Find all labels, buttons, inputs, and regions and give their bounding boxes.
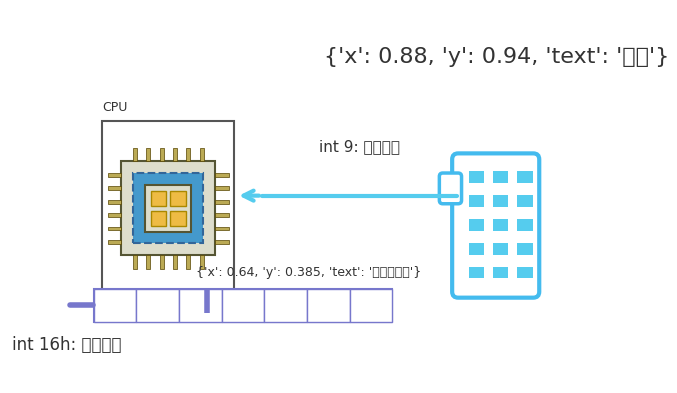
FancyBboxPatch shape (452, 153, 540, 298)
Bar (200, 148, 204, 162)
Bar (133, 255, 137, 269)
Bar (215, 213, 229, 217)
Text: {'x': 0.64, 'y': 0.385, 'text': '键盘缓冲区'}: {'x': 0.64, 'y': 0.385, 'text': '键盘缓冲区'} (196, 266, 421, 279)
Bar (173, 148, 177, 162)
Bar (469, 171, 485, 183)
Bar (494, 243, 508, 255)
Bar (108, 227, 121, 231)
Bar (151, 211, 166, 226)
Bar (517, 243, 533, 255)
Bar (517, 266, 533, 279)
Bar (93, 289, 136, 321)
Bar (133, 173, 203, 243)
Bar (215, 200, 229, 204)
Bar (215, 240, 229, 244)
Bar (136, 289, 179, 321)
Bar (108, 240, 121, 244)
Text: CPU: CPU (102, 101, 127, 114)
Bar (108, 173, 121, 177)
Bar (171, 211, 185, 226)
Bar (186, 255, 190, 269)
Bar (469, 219, 485, 231)
Bar (121, 162, 215, 255)
Bar (146, 255, 150, 269)
Bar (108, 213, 121, 217)
Bar (221, 289, 264, 321)
Bar (200, 255, 204, 269)
Bar (469, 195, 485, 207)
Bar (517, 195, 533, 207)
Bar (146, 148, 150, 162)
Bar (215, 186, 229, 190)
Bar (494, 266, 508, 279)
Bar (215, 173, 229, 177)
Bar (469, 266, 485, 279)
Bar (171, 191, 185, 206)
Bar (173, 255, 177, 269)
Text: {'x': 0.88, 'y': 0.94, 'text': '键盘'}: {'x': 0.88, 'y': 0.94, 'text': '键盘'} (324, 47, 669, 67)
Bar (215, 227, 229, 231)
FancyBboxPatch shape (439, 173, 462, 204)
Text: int 9: 读入数据: int 9: 读入数据 (320, 139, 401, 154)
Bar (146, 185, 192, 231)
Bar (307, 289, 350, 321)
Bar (517, 171, 533, 183)
Bar (102, 121, 234, 313)
Bar (133, 148, 137, 162)
Bar (151, 191, 166, 206)
Bar (93, 289, 393, 321)
Text: int 16h: 读出数据: int 16h: 读出数据 (12, 336, 121, 354)
Bar (108, 186, 121, 190)
Bar (517, 219, 533, 231)
Bar (494, 219, 508, 231)
Bar (160, 255, 164, 269)
Bar (469, 243, 485, 255)
Bar (494, 195, 508, 207)
Bar (179, 289, 221, 321)
Bar (264, 289, 307, 321)
Bar (494, 171, 508, 183)
Bar (160, 148, 164, 162)
Bar (186, 148, 190, 162)
Bar (108, 200, 121, 204)
Bar (350, 289, 393, 321)
